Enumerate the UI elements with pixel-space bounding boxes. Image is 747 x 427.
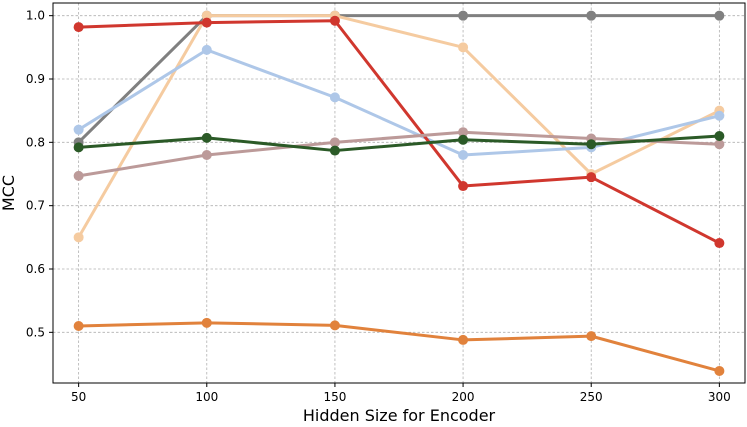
data-point (201, 150, 212, 160)
data-point (329, 320, 340, 331)
data-point (329, 92, 340, 103)
data-point (73, 22, 84, 33)
data-point (458, 127, 469, 138)
y-tick-label: 0.7 (26, 199, 45, 213)
grid-lines (53, 3, 745, 383)
y-tick-label: 1.0 (26, 9, 45, 23)
series-4 (73, 127, 725, 181)
x-tick-label: 100 (195, 390, 218, 404)
y-axis-label: MCC (0, 175, 18, 211)
plot-frame (52, 2, 746, 384)
data-point (714, 110, 725, 121)
data-point (714, 10, 725, 21)
data-point (201, 17, 212, 28)
y-tick-label: 0.8 (26, 135, 45, 149)
data-point (586, 139, 597, 150)
data-point (73, 124, 84, 135)
series-5 (73, 131, 725, 156)
data-point (714, 238, 725, 249)
data-point (458, 134, 469, 145)
data-point (201, 317, 212, 328)
series-line (78, 134, 720, 153)
data-point (714, 139, 725, 150)
series-line (77, 14, 720, 144)
data-point (73, 321, 84, 331)
axis-ticks: 50 100 150 200 250 300 0.5 0.6 0.7 0.8 0.9 1.0 (26, 9, 731, 404)
data-point (458, 42, 469, 53)
series-layer (73, 10, 725, 376)
data-point (201, 132, 212, 143)
series-line (78, 321, 720, 373)
series-line (78, 19, 721, 245)
data-point (586, 331, 597, 342)
data-point (201, 10, 212, 21)
x-axis-label: Hidden Size for Encoder (303, 406, 496, 425)
data-point (458, 150, 469, 160)
data-point (73, 142, 84, 153)
series-3 (73, 15, 725, 249)
data-point (714, 131, 725, 141)
y-tick-label: 0.6 (26, 262, 45, 276)
data-point (73, 170, 84, 181)
data-point (586, 172, 597, 183)
data-point (586, 10, 597, 21)
x-tick-label: 150 (323, 390, 346, 404)
data-point (329, 145, 340, 156)
data-point (201, 44, 212, 55)
data-point (458, 334, 469, 345)
x-tick-label: 200 (452, 390, 475, 404)
data-point (458, 181, 469, 192)
series-6 (73, 317, 725, 376)
data-point (714, 365, 725, 376)
y-tick-label: 0.5 (26, 325, 45, 339)
x-tick-label: 50 (71, 390, 86, 404)
series-line (78, 130, 720, 178)
data-point (329, 15, 340, 26)
y-tick-label: 0.9 (26, 72, 45, 86)
series-line (77, 14, 721, 239)
data-point (73, 232, 84, 243)
x-tick-label: 300 (708, 390, 731, 404)
data-point (329, 137, 340, 148)
x-tick-label: 250 (580, 390, 603, 404)
data-point (458, 10, 469, 21)
